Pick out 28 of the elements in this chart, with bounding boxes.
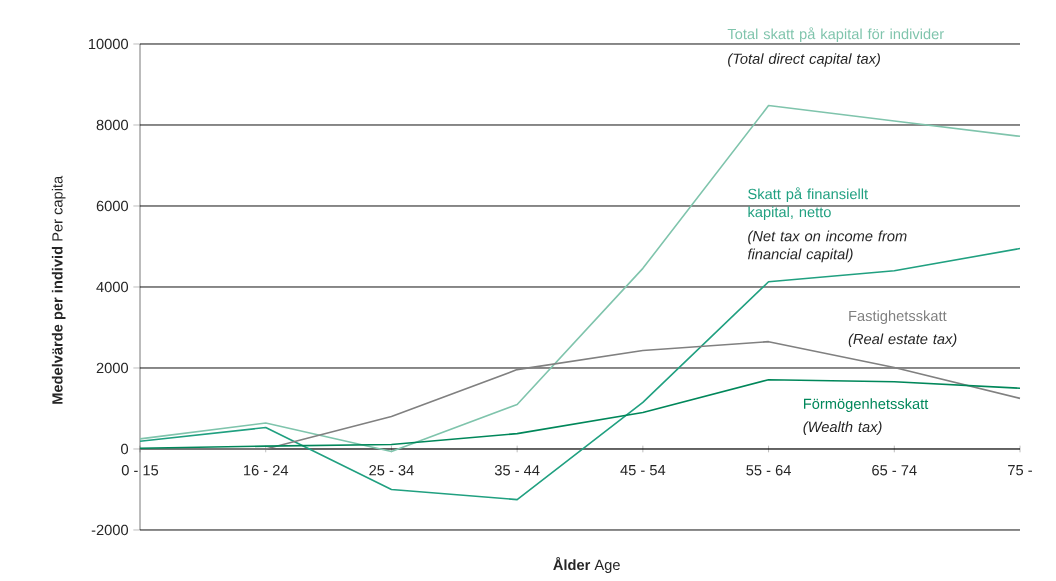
line-series	[139, 378, 1021, 449]
y-tick-label: 2000	[96, 362, 129, 374]
series-label: Förmögenhetsskatt	[804, 398, 929, 412]
y-tick-label: 6000	[96, 200, 129, 212]
x-tick-label: 0 - 15	[121, 465, 159, 476]
x-tick-label: 35 - 44	[494, 465, 540, 476]
text: Skatt på finansiellt kapital, netto	[748, 187, 868, 221]
x-tick-label: 25 - 34	[369, 465, 414, 476]
annotation: (Real estate tax)	[848, 333, 957, 348]
x-tick-label: 45 - 54	[620, 465, 666, 476]
y-tick-label: 8000	[96, 119, 129, 131]
annotation: (Net tax on income from financial capital)	[747, 230, 907, 263]
text: Fastighetsskatt	[849, 310, 947, 324]
line-series	[139, 104, 1021, 453]
y-tick-label: 10000	[88, 38, 129, 50]
text: Total skatt på kapital för individer	[727, 27, 944, 43]
annotation: (Wealth tax)	[803, 421, 882, 435]
x-tick-label: 65 - 74	[872, 465, 917, 476]
y-tick-label: 4000	[96, 281, 129, 293]
y-tick-label: -2000	[91, 524, 129, 536]
x-tick-label: 75 -	[1008, 465, 1032, 476]
x-axis-title: Ålder Age	[553, 557, 620, 573]
x-tick-label: 16 - 24	[244, 465, 289, 476]
line-series	[139, 247, 1021, 501]
y-axis-title: Medelvärde per individ Per capita	[51, 175, 66, 404]
x-tick-label: 55 - 64	[746, 465, 791, 476]
annotation: (Total direct capital tax)	[728, 53, 880, 67]
y-tick-label: 0	[121, 443, 129, 455]
